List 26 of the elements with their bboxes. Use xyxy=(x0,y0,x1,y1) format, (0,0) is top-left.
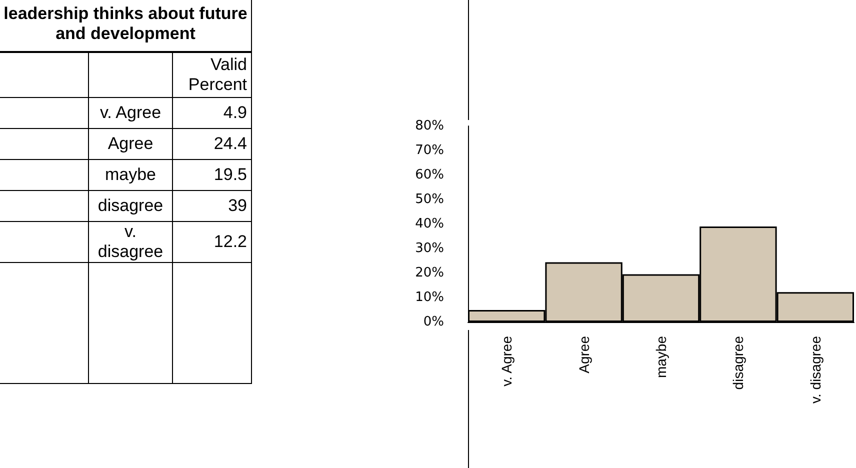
text: maybe xyxy=(88,160,172,190)
x-tick-label: disagree xyxy=(730,336,746,390)
x-tick-label: maybe xyxy=(653,336,669,378)
x-tick-label: v. Agree xyxy=(498,336,515,386)
text: leadership thinks about future and development xyxy=(0,0,252,52)
text: v. Agree xyxy=(88,98,172,128)
y-tick-label: 70% xyxy=(415,143,444,158)
y-tick-label: 40% xyxy=(415,216,444,232)
x-tick-label: Agree xyxy=(576,336,592,374)
text: 4.9 xyxy=(172,98,252,128)
text: Agree xyxy=(88,128,172,160)
text: 19.5 xyxy=(172,160,252,190)
text: Valid Percent xyxy=(172,52,252,98)
text: 39 xyxy=(172,190,252,222)
x-tick-label: v. disagree xyxy=(807,336,824,404)
y-tick-label: 20% xyxy=(415,266,444,280)
y-tick-label: 50% xyxy=(415,192,444,207)
text: disagree xyxy=(88,190,172,222)
text: v. disagree xyxy=(88,222,172,262)
y-tick-label: 30% xyxy=(415,241,444,256)
y-tick-label: 0% xyxy=(423,314,444,330)
text: 12.2 xyxy=(172,222,252,262)
y-tick-label: 80% xyxy=(415,118,444,134)
y-tick-label: 10% xyxy=(415,290,444,305)
text: 24.4 xyxy=(172,128,252,160)
y-tick-label: 60% xyxy=(415,168,444,182)
